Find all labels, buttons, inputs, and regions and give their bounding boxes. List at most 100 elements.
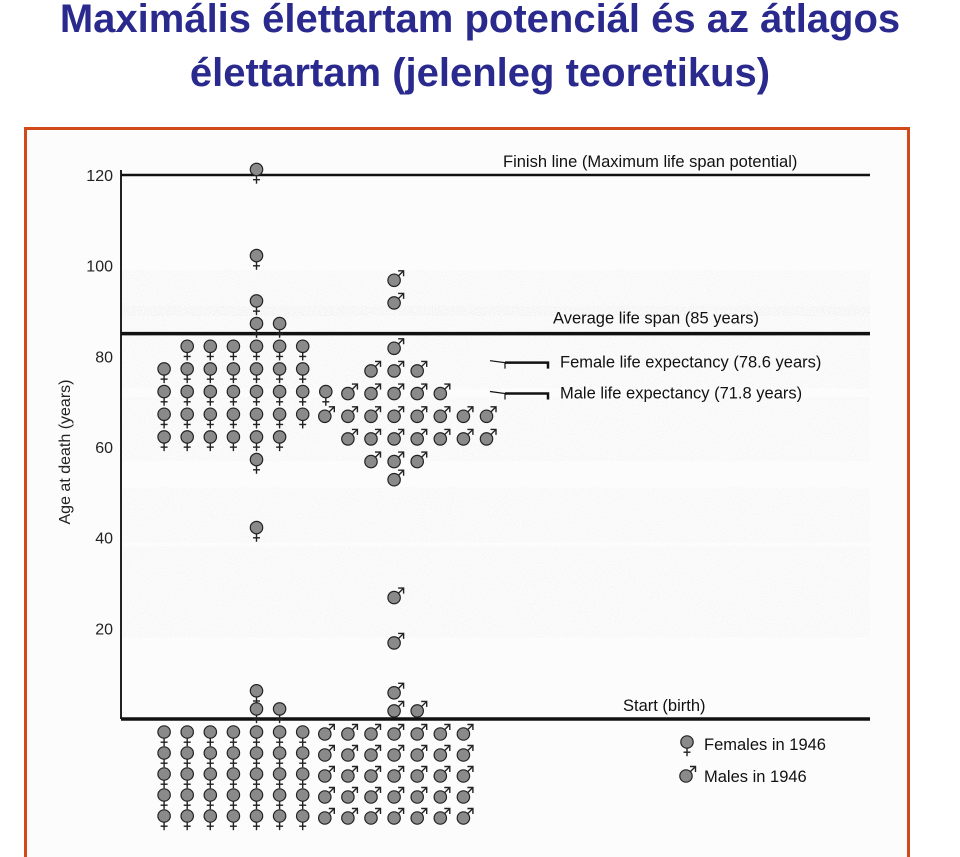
- male-cohort-point: [317, 786, 335, 804]
- female-cohort-point: [295, 725, 310, 747]
- male-point: [456, 428, 474, 446]
- male-cohort-point: [410, 723, 428, 741]
- female-cohort-point: [295, 788, 310, 810]
- male-point: [317, 406, 335, 424]
- female-point: [226, 384, 241, 406]
- male-cohort-point: [341, 765, 359, 783]
- scan-band: [121, 270, 870, 316]
- male-point: [387, 682, 405, 700]
- female-point: [226, 362, 241, 384]
- y-tick-label: 120: [86, 168, 113, 185]
- male-point: [387, 338, 405, 356]
- male-cohort-point: [317, 723, 335, 741]
- male-point: [479, 428, 497, 446]
- male-point: [341, 428, 359, 446]
- male-point: [410, 428, 428, 446]
- female-cohort-point: [295, 809, 310, 831]
- male-cohort-point: [433, 723, 451, 741]
- male-cohort-point: [387, 723, 405, 741]
- male-point: [341, 406, 359, 424]
- female-cohort-point: [226, 809, 241, 831]
- male-cohort-point: [341, 744, 359, 762]
- male-point: [387, 406, 405, 424]
- female-point: [318, 384, 333, 406]
- y-tick-label: 20: [95, 621, 113, 638]
- male-cohort-point: [433, 765, 451, 783]
- female-point: [295, 384, 310, 406]
- y-tick-label: 80: [95, 349, 113, 366]
- y-tick-label: 100: [86, 259, 113, 276]
- male-cohort-point: [456, 807, 474, 825]
- female-point: [249, 430, 264, 452]
- female-point: [180, 430, 194, 452]
- female-cohort-point: [180, 788, 194, 810]
- male-point: [456, 406, 474, 424]
- male-cohort-point: [456, 786, 474, 804]
- male-point: [479, 406, 497, 424]
- y-tick-label: 40: [95, 531, 113, 548]
- legend-label: Males in 1946: [704, 768, 807, 786]
- female-point: [272, 339, 287, 361]
- female-cohort-point: [249, 767, 264, 789]
- scan-band: [121, 306, 870, 389]
- female-point: [295, 362, 310, 384]
- female-cohort-point: [157, 767, 171, 789]
- male-point: [410, 451, 428, 469]
- male-cohort-point: [433, 786, 451, 804]
- male-cohort-point: [341, 786, 359, 804]
- female-point: [180, 407, 194, 429]
- male-point: [387, 451, 405, 469]
- expectancy-arrow: [489, 360, 506, 369]
- male-cohort-point: [341, 723, 359, 741]
- female-cohort-point: [249, 809, 264, 831]
- female-cohort-point: [226, 725, 241, 747]
- expectancy-bracket: [505, 361, 550, 369]
- female-point: [249, 316, 264, 338]
- legend-symbol: [679, 765, 697, 783]
- male-point: [364, 451, 382, 469]
- male-point: [364, 406, 382, 424]
- male-point: [387, 383, 405, 401]
- female-point: [272, 362, 287, 384]
- male-cohort-point: [364, 723, 382, 741]
- female-point: [180, 384, 194, 406]
- male-cohort-point: [364, 807, 382, 825]
- female-point: [249, 384, 264, 406]
- female-point: [272, 430, 287, 452]
- female-cohort-point: [180, 809, 194, 831]
- scan-band: [121, 487, 870, 543]
- female-cohort-point: [226, 767, 241, 789]
- female-point: [272, 384, 287, 406]
- female-point: [157, 362, 171, 384]
- female-cohort-point: [226, 788, 241, 810]
- female-cohort-point: [272, 746, 287, 768]
- male-cohort-point: [317, 807, 335, 825]
- male-point: [364, 428, 382, 446]
- male-point: [364, 360, 382, 378]
- female-cohort-point: [203, 809, 218, 831]
- female-point: [249, 362, 264, 384]
- male-point: [387, 469, 405, 487]
- reference-line-label: Start (birth): [623, 697, 706, 715]
- female-point: [272, 316, 287, 338]
- y-tick-label: 60: [95, 440, 113, 457]
- scan-band: [121, 546, 870, 638]
- reference-line-label: Average life span (85 years): [553, 310, 759, 328]
- female-cohort-point: [249, 746, 264, 768]
- male-cohort-point: [317, 765, 335, 783]
- male-point: [387, 700, 405, 718]
- female-cohort-point: [272, 725, 287, 747]
- female-cohort-point: [157, 788, 171, 810]
- male-point: [433, 428, 451, 446]
- male-point: [433, 406, 451, 424]
- male-point: [387, 428, 405, 446]
- female-cohort-point: [203, 725, 218, 747]
- male-point: [341, 383, 359, 401]
- male-cohort-point: [364, 765, 382, 783]
- legend-label: Females in 1946: [704, 736, 826, 754]
- male-point: [387, 632, 405, 650]
- female-cohort-point: [249, 725, 264, 747]
- female-point: [272, 702, 287, 724]
- male-cohort-point: [364, 744, 382, 762]
- female-point: [157, 407, 171, 429]
